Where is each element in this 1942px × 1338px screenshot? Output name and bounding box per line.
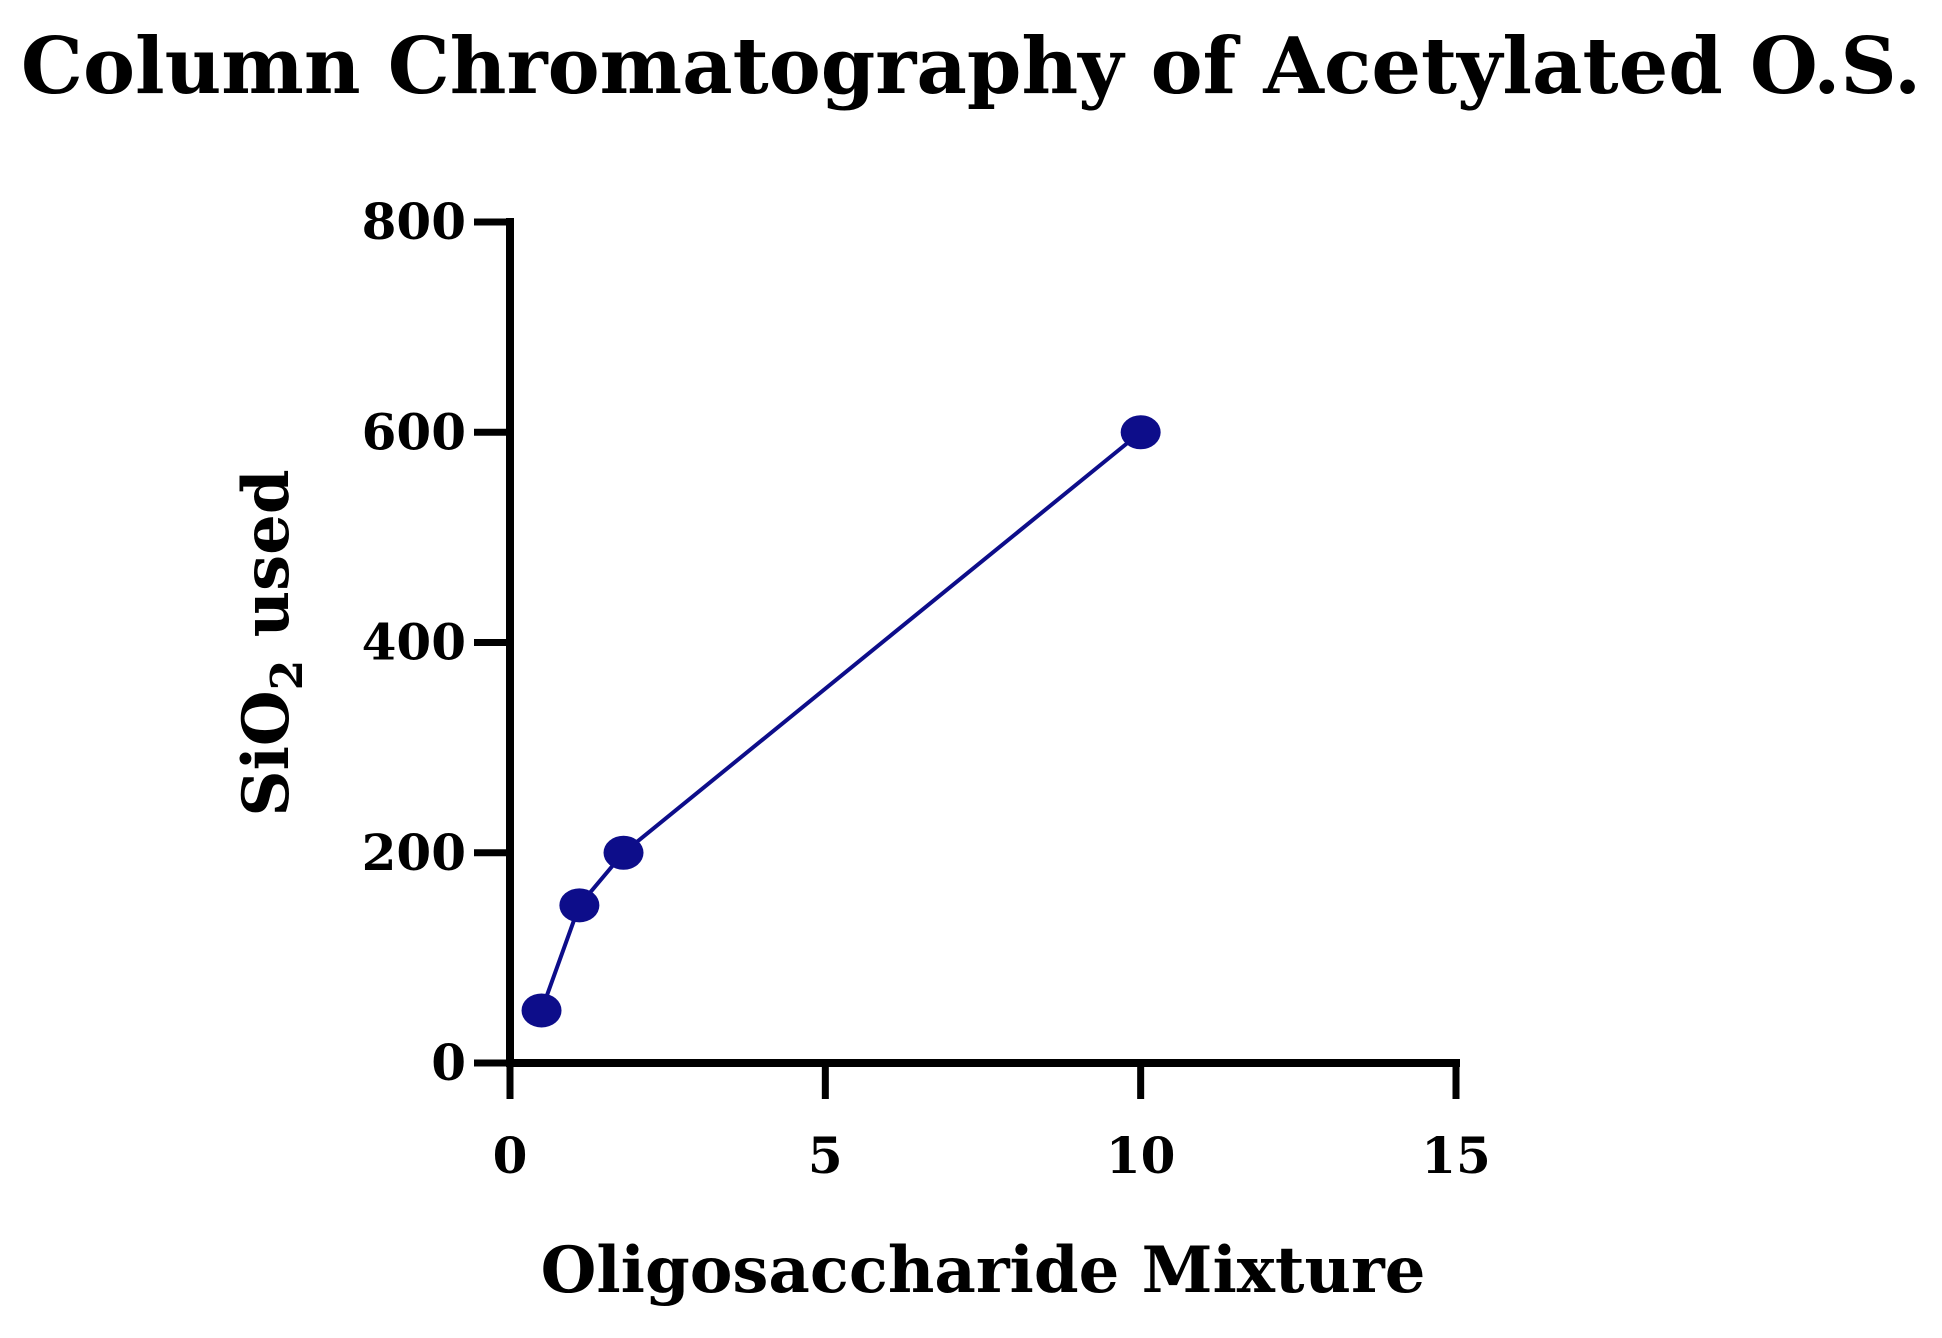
y-axis-title-suffix: used xyxy=(229,469,304,659)
y-tick-label: 400 xyxy=(362,613,466,672)
series-line xyxy=(539,430,1142,1012)
data-series xyxy=(521,415,1161,1028)
x-axis-ticks: 0 5 10 15 xyxy=(493,1063,1491,1185)
data-point xyxy=(521,993,562,1028)
x-axis-title: Oligosaccharide Mixture xyxy=(541,1233,1426,1308)
plot-area: 0 200 400 600 800 0 5 10 15 xyxy=(362,192,1491,1185)
chart-title: Column Chromatography of Acetylated O.S. xyxy=(21,21,1921,112)
y-tick-label: 600 xyxy=(362,402,466,461)
y-axis-title: SiO2 used xyxy=(229,469,313,816)
x-tick-label: 0 xyxy=(493,1126,528,1185)
x-tick-label: 15 xyxy=(1421,1126,1491,1185)
data-point xyxy=(559,888,600,923)
y-tick-label: 800 xyxy=(362,192,466,251)
y-tick-label: 200 xyxy=(362,823,466,882)
y-axis-title-subscript: 2 xyxy=(262,660,313,691)
x-tick-label: 5 xyxy=(808,1126,843,1185)
y-tick-label: 0 xyxy=(431,1033,466,1092)
data-point xyxy=(1120,415,1161,450)
y-axis-ticks: 0 200 400 600 800 xyxy=(362,192,510,1092)
y-axis-title-main: SiO xyxy=(229,690,304,816)
x-tick-label: 10 xyxy=(1106,1126,1176,1185)
data-point xyxy=(603,835,644,870)
